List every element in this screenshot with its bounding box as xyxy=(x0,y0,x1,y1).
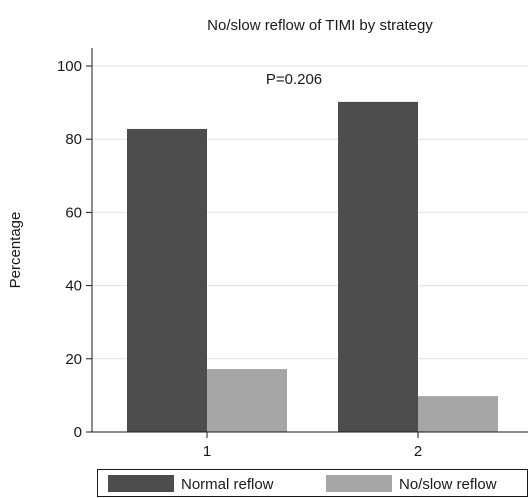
chart-title: No/slow reflow of TIMI by strategy xyxy=(207,17,433,34)
bars xyxy=(127,101,498,433)
legend-swatch-no-slow-reflow xyxy=(326,475,392,492)
bar-no-slow-reflow-2 xyxy=(418,396,498,432)
y-tick-label: 60 xyxy=(65,204,82,221)
p-value-annotation: P=0.206 xyxy=(266,71,322,88)
bar-normal-reflow-1 xyxy=(127,128,207,432)
x-tick-label: 1 xyxy=(203,443,211,460)
y-tick-label: 40 xyxy=(65,278,82,295)
y-tick-label: 100 xyxy=(57,58,82,75)
bar-no-slow-reflow-1 xyxy=(207,369,287,432)
y-tick-label: 20 xyxy=(65,351,82,368)
axes: 0 20 40 60 80 100 1 2 xyxy=(57,48,528,460)
bar-normal-reflow-2 xyxy=(338,101,418,433)
x-tick-label: 2 xyxy=(414,443,422,460)
legend-label-normal-reflow: Normal reflow xyxy=(181,476,274,493)
y-axis-label: Percentage xyxy=(7,212,24,289)
y-tick-label: 0 xyxy=(74,424,82,441)
y-tick-label: 80 xyxy=(65,131,82,148)
legend-swatch-normal-reflow xyxy=(108,475,174,492)
legend-label-no-slow-reflow: No/slow reflow xyxy=(399,476,497,493)
legend: Normal reflow No/slow reflow xyxy=(97,469,528,497)
